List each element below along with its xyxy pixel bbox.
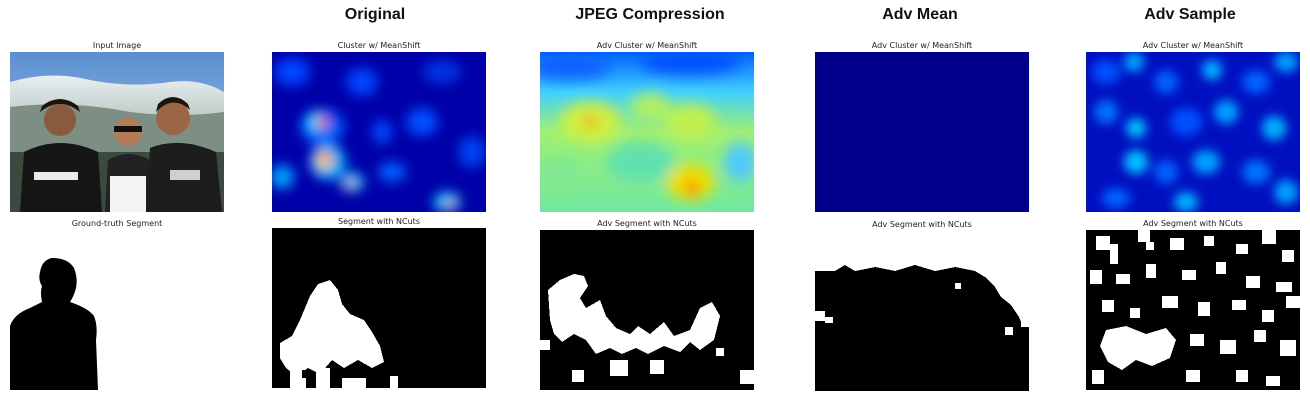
column-title-original: Original xyxy=(344,6,406,23)
adv-sample-segment-ncuts xyxy=(1086,230,1300,390)
adv-sample-cluster-heatmap xyxy=(1086,52,1300,212)
jpeg-adv-segment-label: Adv Segment with NCuts xyxy=(597,219,697,228)
input-image-label: Input Image xyxy=(92,41,142,50)
jpeg-adv-cluster-heatmap xyxy=(540,52,754,212)
column-title-adv-sample: Adv Sample xyxy=(1144,6,1236,23)
cluster-meanshift-heatmap xyxy=(272,52,486,212)
input-image xyxy=(10,52,224,212)
ground-truth-segment-label: Ground-truth Segment xyxy=(71,219,163,228)
jpeg-adv-cluster-label: Adv Cluster w/ MeanShift xyxy=(596,41,698,50)
adv-sample-segment-label: Adv Segment with NCuts xyxy=(1143,219,1243,228)
adv-mean-cluster-heatmap xyxy=(815,52,1029,212)
column-title-jpeg-compression: JPEG Compression xyxy=(575,6,725,23)
cluster-meanshift-label: Cluster w/ MeanShift xyxy=(337,41,421,50)
adv-sample-cluster-label: Adv Cluster w/ MeanShift xyxy=(1142,41,1244,50)
segment-ncuts xyxy=(272,228,486,388)
adv-mean-segment-ncuts xyxy=(815,231,1029,391)
jpeg-adv-segment-ncuts xyxy=(540,230,754,390)
column-title-adv-mean: Adv Mean xyxy=(882,6,958,23)
segment-ncuts-label: Segment with NCuts xyxy=(337,217,420,226)
adv-mean-segment-label: Adv Segment with NCuts xyxy=(872,220,972,229)
adv-mean-cluster-label: Adv Cluster w/ MeanShift xyxy=(871,41,973,50)
ground-truth-segment xyxy=(10,230,224,390)
